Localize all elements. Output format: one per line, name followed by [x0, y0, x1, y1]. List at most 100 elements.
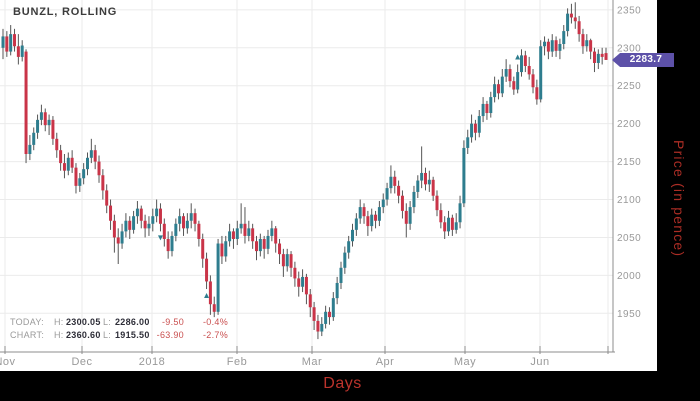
- candle-down: [116, 237, 120, 244]
- candle-up: [504, 69, 508, 77]
- candle-up: [20, 45, 24, 57]
- candle-up: [151, 216, 155, 224]
- candle-up: [377, 207, 381, 221]
- chart-plot-area[interactable]: 2350 2300 2250 2200 2150 2100 2050 2000 1950 Nov D…: [0, 0, 657, 371]
- candle-down: [278, 243, 282, 255]
- candle-down: [128, 220, 132, 230]
- candle-up: [120, 231, 124, 244]
- candle-up: [370, 214, 374, 227]
- candle-up: [354, 218, 358, 230]
- candle-down: [139, 208, 143, 221]
- price-tick-label: 2250: [617, 81, 641, 92]
- candle-down: [404, 210, 408, 224]
- candle-down: [193, 213, 197, 224]
- candle-up: [520, 55, 524, 73]
- candle-up: [493, 84, 497, 98]
- candle-up: [266, 235, 270, 249]
- candle-up: [408, 207, 412, 224]
- candlestick-chart[interactable]: 2350 2300 2250 2200 2150 2100 2050 2000 1950 Nov D…: [0, 0, 657, 371]
- today-high-label: H:: [54, 317, 64, 327]
- candle-up: [470, 123, 474, 138]
- candle-down: [327, 311, 331, 318]
- candle-down: [281, 254, 285, 267]
- candle-down: [450, 217, 454, 230]
- candle-up: [32, 132, 36, 145]
- candle-up: [516, 72, 520, 90]
- candle-up: [147, 223, 151, 229]
- candle-down: [589, 40, 593, 52]
- candle-up: [258, 238, 262, 252]
- time-tick-label: Mar: [302, 356, 322, 368]
- candle-down: [439, 210, 443, 223]
- candle-down: [531, 74, 535, 88]
- candle-down: [59, 150, 63, 164]
- candle-down: [201, 238, 205, 259]
- candle-down: [600, 53, 604, 57]
- candle-up: [228, 231, 232, 242]
- candle-down: [158, 208, 162, 224]
- chart-change: -63.90: [156, 330, 184, 340]
- candle-down: [109, 205, 113, 221]
- signal-marker-down: [157, 235, 163, 241]
- today-high-value: 2300.05: [66, 317, 101, 327]
- candle-down: [535, 87, 539, 100]
- candle-down: [423, 172, 427, 185]
- candle-down: [397, 185, 401, 196]
- candle-up: [335, 282, 339, 299]
- chart-change-pct: -2.7%: [202, 330, 228, 340]
- candle-up: [28, 144, 32, 154]
- session-stats: TODAY: H: 2300.05 L: 2286.00 -9.50 -0.4%…: [10, 316, 228, 342]
- chart-label: CHART:: [10, 330, 45, 340]
- candle-up: [78, 178, 82, 186]
- candle-up: [477, 116, 481, 133]
- candle-up: [66, 157, 70, 171]
- candle-up: [351, 229, 355, 242]
- instrument-title: BUNZL, ROLLING: [13, 6, 118, 18]
- candle-up: [39, 112, 43, 120]
- candle-down: [212, 304, 216, 312]
- candle-up: [9, 34, 13, 52]
- candle-down: [546, 41, 550, 52]
- candle-up: [343, 252, 347, 268]
- candle-up: [458, 203, 462, 223]
- candle-up: [82, 169, 86, 179]
- candle-up: [412, 191, 416, 208]
- candle-down: [496, 84, 500, 94]
- candle-up: [427, 179, 431, 185]
- candle-down: [366, 216, 370, 227]
- time-tick-label: 2018: [139, 356, 165, 368]
- candle-up: [596, 53, 600, 63]
- chart-low-value: 1915.50: [115, 330, 150, 340]
- candle-up: [155, 208, 159, 217]
- candle-down: [435, 195, 439, 211]
- candle-up: [566, 13, 570, 32]
- chart-high-label: H:: [54, 330, 64, 340]
- candle-down: [289, 254, 293, 268]
- candle-down: [569, 13, 573, 18]
- candle-down: [297, 278, 301, 287]
- candle-down: [55, 138, 59, 151]
- candle-down: [254, 241, 258, 252]
- candle-down: [362, 207, 366, 217]
- candle-up: [454, 222, 458, 230]
- time-tick-label: Feb: [227, 356, 247, 368]
- candle-down: [592, 51, 596, 63]
- candle-up: [558, 44, 562, 51]
- candle-down: [43, 112, 47, 126]
- time-tick-label: Nov: [0, 356, 16, 368]
- today-label: TODAY:: [10, 317, 44, 327]
- candle-down: [577, 21, 581, 35]
- time-tick-label: May: [454, 356, 476, 368]
- candle-up: [224, 241, 228, 257]
- candle-down: [431, 179, 435, 196]
- candle-up: [331, 298, 335, 318]
- candle-down: [24, 51, 28, 154]
- candle-up: [178, 216, 182, 224]
- candle-down: [16, 46, 20, 57]
- candle-up: [301, 276, 305, 287]
- candle-down: [105, 190, 109, 206]
- candle-down: [316, 320, 320, 332]
- candle-up: [481, 103, 485, 117]
- candle-up: [247, 228, 251, 236]
